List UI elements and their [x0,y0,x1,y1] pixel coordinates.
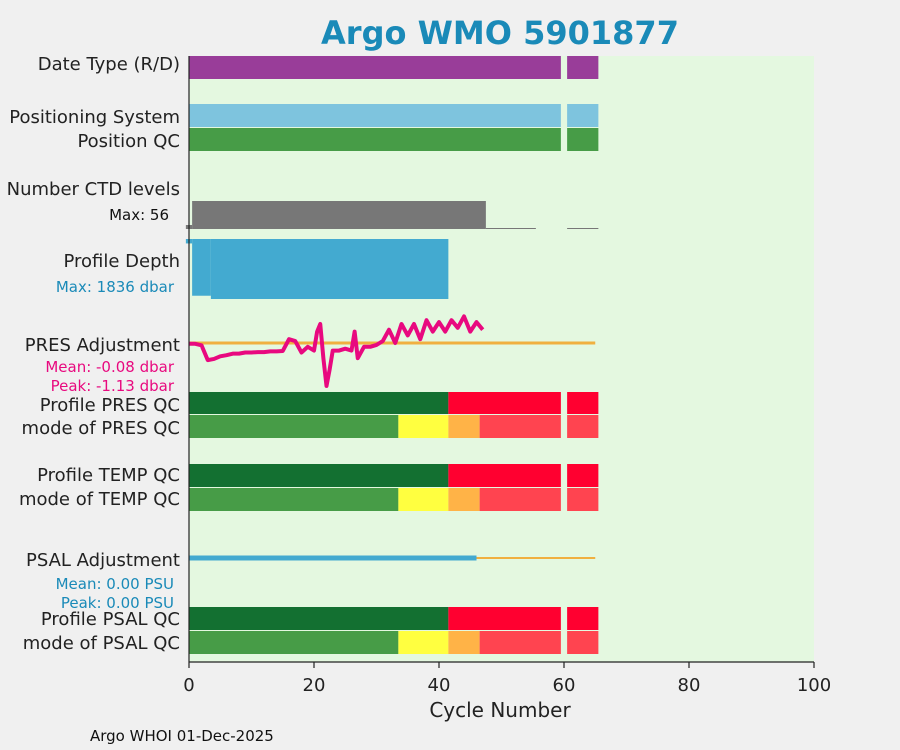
position-qc-segment-0 [189,128,561,151]
label-position-qc: Position QC [77,131,180,152]
profile-depth-bar-2 [210,239,449,299]
profile-temp-qc-segment-0 [189,464,449,487]
profile-temp-qc-segment-1 [448,464,561,487]
positioning-segment-0 [189,104,561,127]
x-tick-label-0: 0 [183,675,194,696]
label-psal-adjustment: PSAL Adjustment [26,550,180,571]
mode-temp-qc-segment-0 [189,488,399,511]
profile-pres-qc-segment-2 [567,392,599,414]
label-pres-adjustment: PRES Adjustment [25,335,180,356]
label-psal-peak: Peak: 0.00 PSU [61,594,174,612]
label-mode-pres-qc: mode of PRES QC [22,418,180,439]
mode-temp-qc-segment-3 [479,488,561,511]
label-date-type: Date Type (R/D) [38,54,180,75]
mode-temp-qc-segment-1 [398,488,449,511]
x-axis-label: Cycle Number [429,698,571,722]
profile-pres-qc-segment-1 [448,392,561,414]
date-type-segment-1 [567,56,599,79]
mode-psal-qc-segment-2 [448,631,480,654]
psal-adjustment-series-bar [189,555,477,561]
mode-psal-qc-segment-0 [189,631,399,654]
ctd-levels-bar-2 [485,228,536,229]
mode-pres-qc-segment-0 [189,415,399,438]
label-mode-temp-qc: mode of TEMP QC [19,489,180,510]
footer-credit: Argo WHOI 01-Dec-2025 [90,727,274,745]
mode-psal-qc-segment-3 [479,631,561,654]
x-tick-label-100: 100 [797,675,831,696]
x-tick-label-80: 80 [678,675,701,696]
ctd-levels-bar-1 [192,201,486,229]
plot-area [189,56,814,662]
label-profile-pres-qc: Profile PRES QC [40,395,180,416]
label-profile-depth: Profile Depth [63,251,180,272]
mode-pres-qc-segment-2 [448,415,480,438]
profile-temp-qc-segment-2 [567,464,599,487]
label-pres-peak: Peak: -1.13 dbar [51,377,175,395]
mode-pres-qc-segment-1 [398,415,449,438]
label-pres-mean: Mean: -0.08 dbar [45,358,175,376]
label-ctd-levels: Number CTD levels [7,179,180,200]
label-positioning-system: Positioning System [9,107,180,128]
pres-adjustment-series-line [189,314,485,388]
mode-psal-qc-segment-4 [567,631,599,654]
profile-psal-qc-segment-1 [448,607,561,630]
position-qc-segment-1 [567,128,599,151]
profile-psal-qc-segment-0 [189,607,449,630]
mode-pres-qc-segment-3 [479,415,561,438]
mode-psal-qc-segment-1 [398,631,449,654]
date-type-segment-0 [189,56,561,79]
profile-psal-qc-segment-2 [567,607,599,630]
mode-temp-qc-segment-2 [448,488,480,511]
chart-title: Argo WMO 5901877 [321,14,679,52]
label-depth-max: Max: 1836 dbar [56,278,175,296]
label-ctd-max: Max: 56 [109,206,169,224]
mode-pres-qc-segment-4 [567,415,599,438]
ctd-levels-bar-3 [567,228,599,229]
positioning-segment-1 [567,104,599,127]
label-mode-psal-qc: mode of PSAL QC [23,633,180,654]
label-profile-psal-qc: Profile PSAL QC [41,609,180,630]
profile-pres-qc-segment-0 [189,392,449,414]
label-profile-temp-qc: Profile TEMP QC [37,465,180,486]
x-tick-label-40: 40 [428,675,451,696]
x-tick-label-60: 60 [553,675,576,696]
x-tick-label-20: 20 [303,675,326,696]
profile-depth-bar-1 [192,239,211,296]
label-psal-mean: Mean: 0.00 PSU [56,575,174,593]
mode-temp-qc-segment-4 [567,488,599,511]
